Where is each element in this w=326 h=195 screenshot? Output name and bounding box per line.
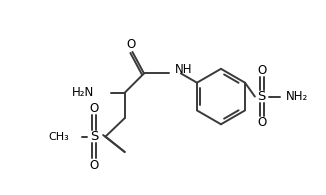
Text: NH₂: NH₂	[286, 90, 308, 103]
Text: S: S	[258, 90, 266, 103]
Text: S: S	[90, 130, 98, 143]
Text: O: O	[257, 116, 266, 129]
Text: O: O	[89, 102, 98, 115]
Text: NH: NH	[175, 63, 192, 76]
Text: O: O	[257, 64, 266, 77]
Text: H₂N: H₂N	[72, 86, 94, 99]
Text: O: O	[89, 159, 98, 172]
Text: O: O	[126, 38, 136, 51]
Text: CH₃: CH₃	[49, 132, 69, 142]
